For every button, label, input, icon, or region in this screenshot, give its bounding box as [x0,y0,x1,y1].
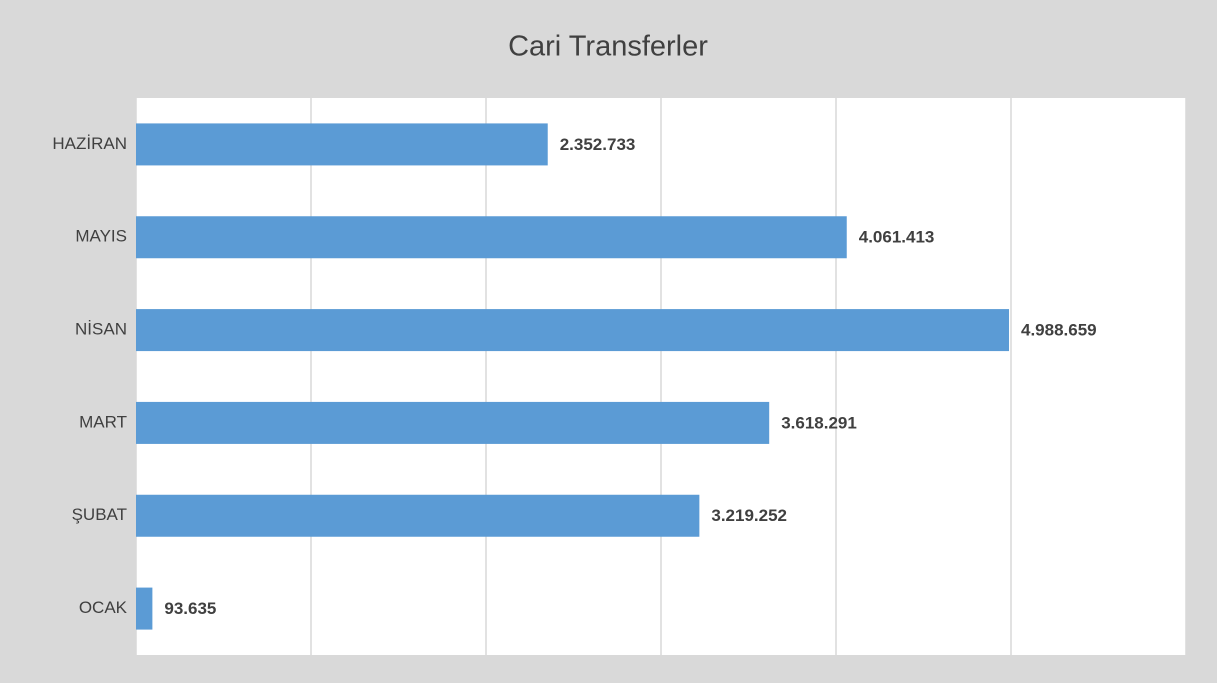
y-tick-label: HAZİRAN [52,134,127,153]
chart-title: Cari Transferler [508,31,708,63]
y-tick-label: MAYIS [75,227,127,246]
y-tick-label: MART [79,412,127,431]
bar [136,216,847,259]
bar [136,401,770,444]
y-tick-label: ŞUBAT [72,505,127,524]
data-label: 2.352.733 [560,135,636,154]
data-label: 3.618.291 [781,413,857,432]
bar [136,494,700,537]
y-tick-label: OCAK [79,598,128,617]
data-label: 93.635 [164,599,216,618]
data-label: 4.988.659 [1021,321,1097,340]
bar [136,309,1010,352]
data-label: 3.219.252 [711,506,787,525]
bar [136,587,153,630]
bar [136,123,548,166]
y-tick-label: NİSAN [75,320,127,339]
data-label: 4.061.413 [859,228,935,247]
